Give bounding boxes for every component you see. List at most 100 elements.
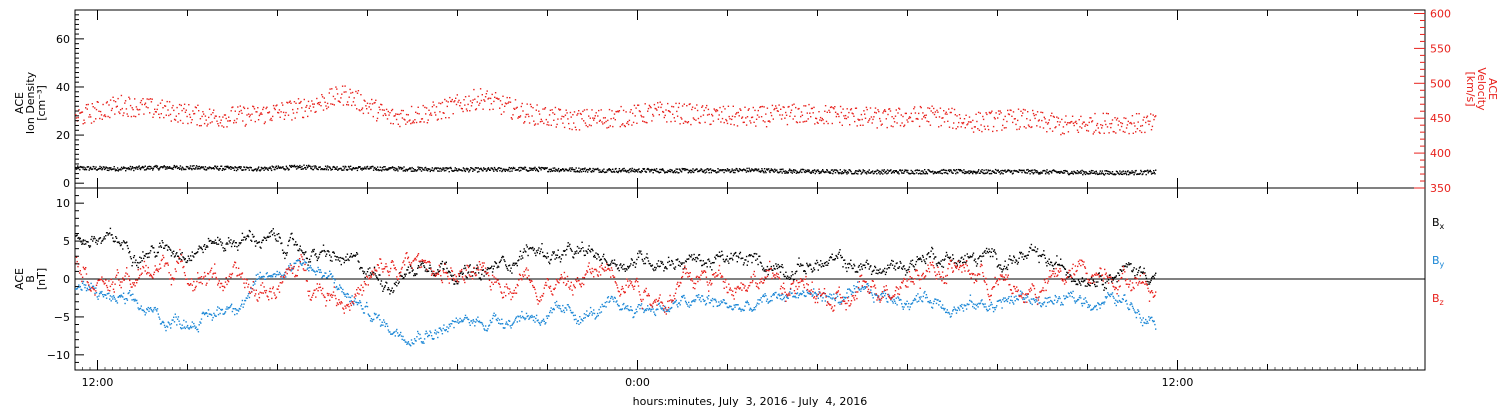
data-point (663, 112, 664, 113)
data-point (921, 107, 922, 108)
data-point (295, 117, 296, 118)
data-point (435, 330, 436, 331)
data-point (430, 171, 431, 172)
data-point (219, 313, 220, 314)
data-point (683, 123, 684, 124)
data-point (199, 246, 200, 247)
data-point (260, 247, 261, 248)
data-point (860, 125, 861, 126)
data-point (1002, 170, 1003, 171)
data-point (755, 260, 756, 261)
data-point (977, 172, 978, 173)
data-point (952, 254, 953, 255)
data-point (791, 110, 792, 111)
data-point (442, 169, 443, 170)
data-point (758, 116, 759, 117)
data-point (214, 117, 215, 118)
data-point (1110, 127, 1111, 128)
data-point (1018, 109, 1019, 110)
data-point (520, 251, 521, 252)
data-point (1151, 129, 1152, 130)
data-point (394, 167, 395, 168)
data-point (529, 317, 530, 318)
data-point (205, 166, 206, 167)
data-point (605, 259, 606, 260)
data-point (850, 171, 851, 172)
data-point (328, 275, 329, 276)
data-point (682, 262, 683, 263)
data-point (776, 266, 777, 267)
data-point (218, 125, 219, 126)
data-point (923, 172, 924, 173)
data-point (487, 269, 488, 270)
data-point (945, 172, 946, 173)
data-point (176, 116, 177, 117)
data-point (867, 122, 868, 123)
data-point (1096, 171, 1097, 172)
data-point (1014, 257, 1015, 258)
data-point (549, 114, 550, 115)
data-point (399, 168, 400, 169)
data-point (137, 262, 138, 263)
data-point (564, 312, 565, 313)
data-point (579, 316, 580, 317)
data-point (671, 106, 672, 107)
data-point (366, 302, 367, 303)
data-point (126, 108, 127, 109)
data-point (83, 281, 84, 282)
data-point (835, 112, 836, 113)
data-point (459, 105, 460, 106)
data-point (483, 99, 484, 100)
data-point (439, 327, 440, 328)
data-point (679, 261, 680, 262)
data-point (407, 121, 408, 122)
data-point (765, 172, 766, 173)
data-point (326, 167, 327, 168)
data-point (389, 112, 390, 113)
data-point (275, 109, 276, 110)
data-point (940, 108, 941, 109)
data-point (606, 301, 607, 302)
data-point (914, 173, 915, 174)
data-point (561, 116, 562, 117)
data-point (551, 169, 552, 170)
data-point (811, 173, 812, 174)
data-point (572, 312, 573, 313)
data-point (652, 268, 653, 269)
data-point (1046, 169, 1047, 170)
data-point (93, 106, 94, 107)
data-point (1000, 110, 1001, 111)
data-point (367, 103, 368, 104)
data-point (602, 304, 603, 305)
data-point (183, 320, 184, 321)
data-point (110, 99, 111, 100)
data-point (268, 237, 269, 238)
data-point (862, 125, 863, 126)
data-point (1025, 127, 1026, 128)
data-point (996, 173, 997, 174)
data-point (527, 103, 528, 104)
data-point (87, 288, 88, 289)
data-point (122, 115, 123, 116)
data-point (155, 307, 156, 308)
data-point (701, 169, 702, 170)
data-point (206, 119, 207, 120)
data-point (640, 115, 641, 116)
data-point (309, 259, 310, 260)
data-point (482, 109, 483, 110)
data-point (748, 110, 749, 111)
data-point (132, 294, 133, 295)
data-point (293, 112, 294, 113)
data-point (224, 166, 225, 167)
data-point (849, 124, 850, 125)
data-point (207, 124, 208, 125)
data-point (169, 166, 170, 167)
data-point (453, 113, 454, 114)
data-point (537, 319, 538, 320)
data-point (215, 240, 216, 241)
data-point (325, 105, 326, 106)
data-point (821, 170, 822, 171)
data-point (1041, 256, 1042, 257)
data-point (593, 256, 594, 257)
data-point (582, 247, 583, 248)
